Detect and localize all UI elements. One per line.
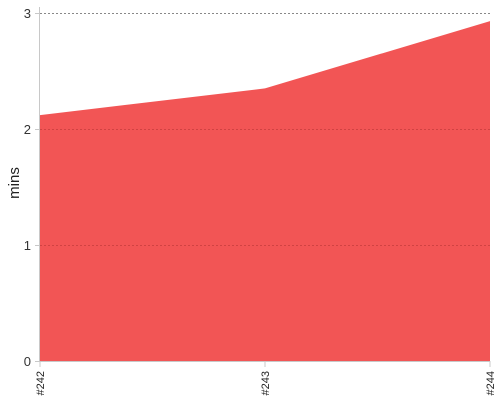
x-tick-label: #243 — [260, 371, 272, 395]
x-tick-label: #242 — [35, 371, 47, 395]
y-tick-label: 3 — [24, 6, 31, 21]
x-tick-label: #244 — [485, 371, 497, 395]
area-series-0 — [40, 21, 490, 362]
y-tick-label: 0 — [24, 354, 31, 369]
y-tick-label: 1 — [24, 238, 31, 253]
area-series — [39, 21, 491, 362]
y-tick-label: 2 — [24, 122, 31, 137]
axes — [35, 7, 491, 367]
y-tick-labels: 0 1 2 3 — [24, 6, 31, 369]
y-axis-label: mins — [6, 167, 23, 199]
x-tick-labels: #242 #243 #244 — [35, 371, 497, 395]
